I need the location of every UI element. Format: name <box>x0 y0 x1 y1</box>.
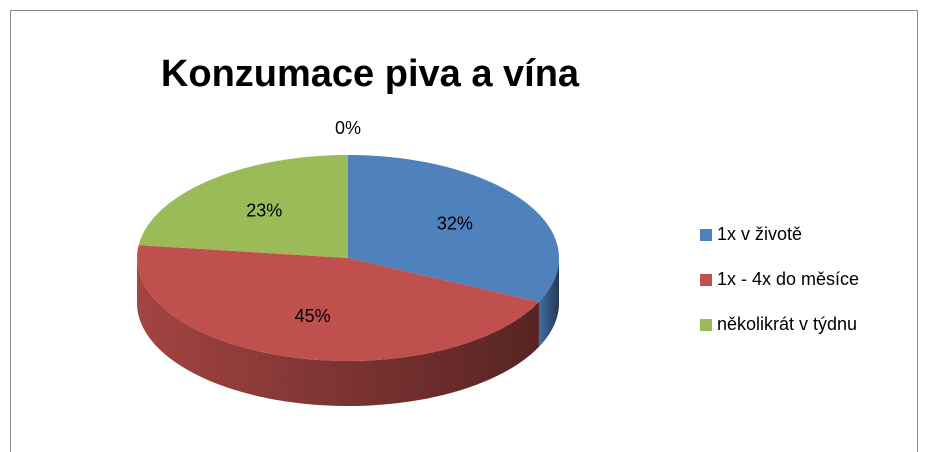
data-label: 23% <box>246 200 282 220</box>
legend-label: několikrát v týdnu <box>717 314 857 334</box>
pie-slice <box>137 245 539 361</box>
legend-swatch <box>700 319 712 331</box>
legend-swatch <box>700 274 712 286</box>
slice-side-shade <box>538 258 559 347</box>
pie-slice <box>138 155 348 258</box>
data-label: 45% <box>295 306 331 326</box>
data-label: 0% <box>335 118 361 138</box>
data-label: 32% <box>437 214 473 234</box>
pie-slice <box>348 155 559 302</box>
legend-label: 1x v životě <box>717 224 802 244</box>
chart-title: Konzumace piva a vína <box>161 53 580 95</box>
legend-swatch <box>700 229 712 241</box>
legend-label: 1x - 4x do měsíce <box>717 269 859 289</box>
slice-side-shade <box>137 258 539 406</box>
